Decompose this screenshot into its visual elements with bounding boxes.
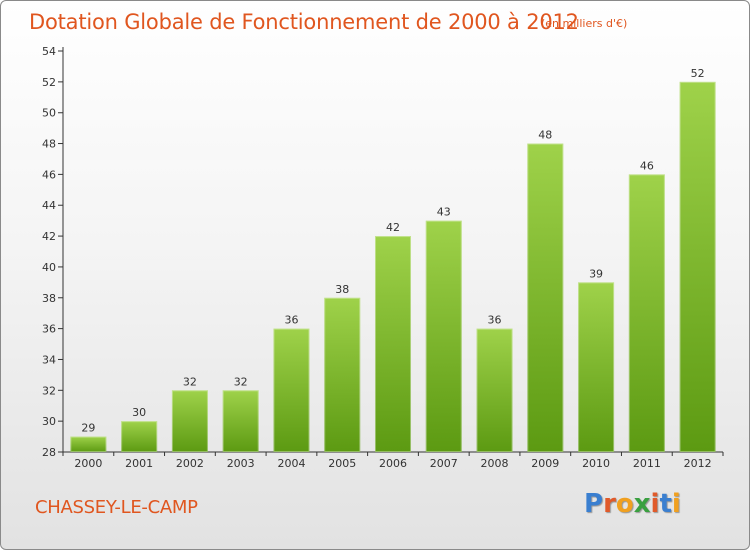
bar-highlight: [476, 328, 513, 452]
logo-letter: i: [650, 489, 660, 519]
bar-value-label: 39: [589, 267, 603, 280]
chart-axes: 28 30 32 34 36 38 40 42 44 46 48 50 52 54 2000 2001 2002…: [42, 45, 724, 470]
bar-value-label: 43: [437, 206, 451, 219]
x-tick-label: 2007: [430, 457, 458, 470]
logo-letter: i: [671, 489, 681, 519]
bar: [476, 328, 513, 452]
logo-letter: r: [603, 489, 616, 519]
x-tick-label: 2008: [481, 457, 509, 470]
commune-name: CHASSEY-LE-CAMP: [35, 497, 198, 518]
bar-highlight: [578, 282, 615, 452]
x-tick-label: 2011: [633, 457, 661, 470]
y-tick-label: 32: [42, 384, 56, 397]
x-tick-label: 2009: [531, 457, 559, 470]
logo-letter: x: [633, 489, 651, 519]
x-tick-label: 2010: [582, 457, 610, 470]
bar: [527, 143, 564, 453]
bar: [222, 390, 259, 452]
bar-highlight: [324, 297, 361, 452]
bar-highlight: [121, 421, 158, 452]
bar: [578, 282, 615, 452]
y-tick-label: 38: [42, 292, 56, 305]
logo-letter: t: [659, 489, 672, 519]
bar-highlight: [425, 220, 462, 452]
y-tick-label: 40: [42, 261, 56, 274]
bar-value-label: 29: [81, 422, 95, 435]
bar: [679, 81, 716, 452]
y-tick-label: 54: [42, 45, 56, 58]
bar-highlight: [171, 390, 208, 452]
logo-letter: o: [615, 489, 634, 519]
logo-letter: P: [584, 489, 604, 519]
bar-value-label: 38: [335, 283, 349, 296]
bar-value-label: 48: [538, 129, 552, 142]
y-tick-label: 44: [42, 199, 56, 212]
y-tick-label: 52: [42, 76, 56, 89]
bar-highlight: [70, 436, 107, 453]
y-tick-label: 30: [42, 415, 56, 428]
bar-value-label: 32: [234, 375, 248, 388]
proxiti-logo: Proxiti: [584, 489, 681, 525]
bar-highlight: [222, 390, 259, 452]
bar-highlight: [375, 236, 411, 452]
bar: [70, 436, 107, 452]
bar: [425, 220, 462, 452]
x-tick-label: 2000: [74, 457, 102, 470]
x-tick-label: 2003: [227, 457, 255, 470]
y-tick-label: 48: [42, 138, 56, 151]
x-tick-label: 2002: [176, 457, 204, 470]
x-tick-label: 2006: [379, 457, 407, 470]
y-tick-label: 36: [42, 323, 56, 336]
y-tick-label: 46: [42, 168, 56, 181]
bar-value-label: 36: [488, 314, 502, 327]
bar: [628, 174, 665, 452]
chart-subtitle: (en milliers d'€): [541, 17, 628, 30]
bar-value-label: 36: [284, 314, 298, 327]
y-tick-label: 50: [42, 107, 56, 120]
x-tick-label: 2012: [684, 457, 712, 470]
bar-highlight: [273, 328, 310, 452]
y-tick-label: 42: [42, 230, 56, 243]
bar-highlight: [527, 143, 564, 453]
bar-value-label: 42: [386, 221, 400, 234]
bar-label-group: 29 30 32 32 36 38 42 43 36 48 39 46 52: [81, 67, 704, 435]
bar-value-label: 32: [183, 375, 197, 388]
bar: [171, 390, 208, 452]
bar-value-label: 46: [640, 159, 654, 172]
x-tick-label: 2004: [277, 457, 305, 470]
x-tick-label: 2001: [125, 457, 153, 470]
bar-group: [70, 81, 716, 453]
bar-highlight: [628, 174, 665, 452]
bar: [375, 236, 411, 452]
y-tick-label: 28: [42, 446, 56, 459]
y-tick-label: 34: [42, 353, 56, 366]
bar: [273, 328, 310, 452]
bar: [121, 421, 158, 452]
bar: [324, 297, 361, 452]
bar-highlight: [679, 81, 716, 452]
chart-title: Dotation Globale de Fonctionnement de 20…: [29, 10, 579, 34]
bar-value-label: 30: [132, 406, 146, 419]
x-tick-label: 2005: [328, 457, 356, 470]
bar-value-label: 52: [691, 67, 705, 80]
